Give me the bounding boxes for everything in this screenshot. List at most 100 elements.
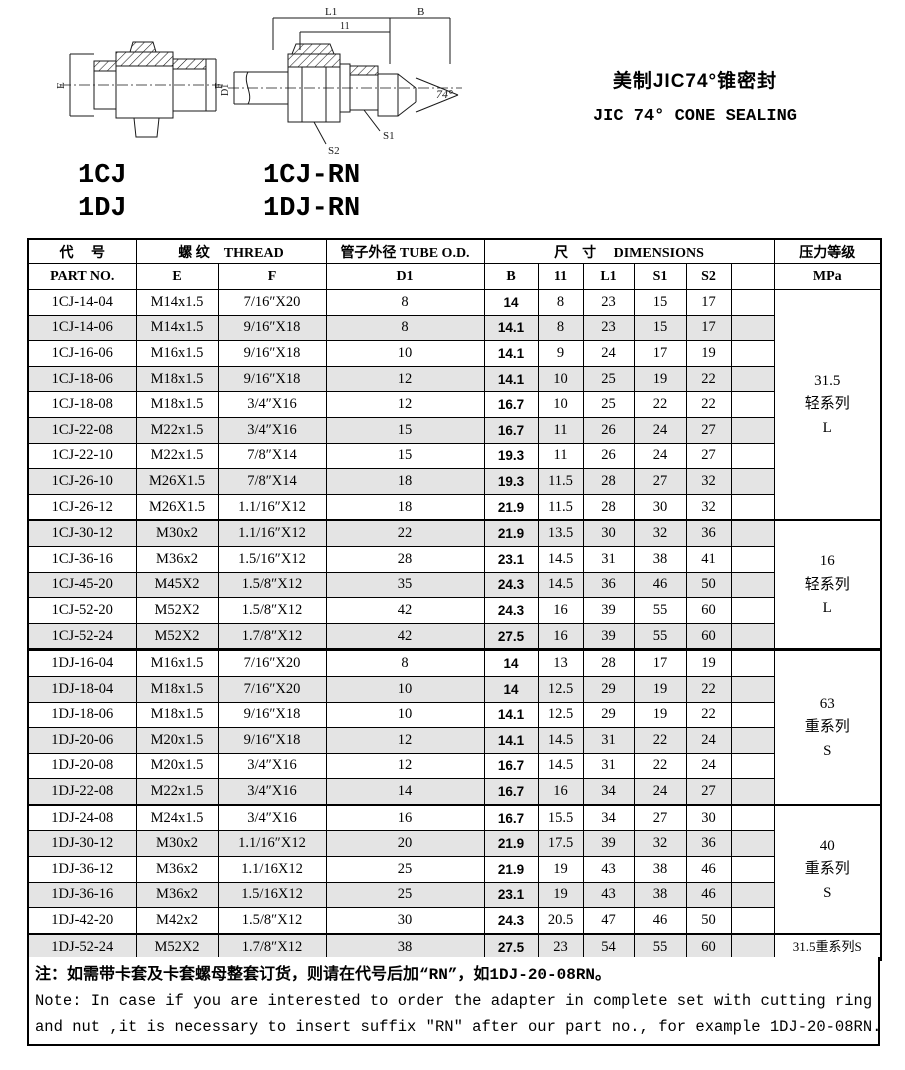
tube-od-cell: 25 [325, 856, 485, 883]
dim-s1-cell: 19 [633, 701, 687, 729]
table-row: 1DJ-16-04 M16x1.5 7/16″X20 8 14 13 28 17 19 63 重系列… [27, 648, 882, 806]
page-titles: 美制JIC74°锥密封 JIC 74° CONE SEALING [545, 66, 845, 126]
part-no-cell: 1DJ-24-08 [27, 803, 137, 832]
model-designations: 1CJ 1CJ-RN 1DJ 1DJ-RN [78, 160, 360, 226]
dim-l1-cell: 28 [582, 648, 635, 677]
dim-label-l1: L1 [325, 6, 337, 18]
spare-cell [730, 519, 775, 547]
dim-s1-cell: 19 [633, 365, 687, 393]
dim-b-cell: 19.3 [483, 442, 539, 470]
dim-l1-small-cell: 19 [537, 856, 584, 883]
tube-od-cell: 42 [325, 597, 485, 624]
tube-od-cell: 12 [325, 391, 485, 418]
dim-b-cell: 16.7 [483, 416, 539, 444]
dim-s2-cell: 60 [685, 622, 732, 651]
dim-b-cell: 24.3 [483, 571, 539, 599]
header-thread: 螺 纹 THREAD [135, 238, 327, 264]
dim-l1-cell: 39 [582, 830, 635, 858]
dim-l1-small-cell: 14.5 [537, 571, 584, 599]
header-empty [730, 263, 775, 290]
dim-b-cell: 16.7 [483, 752, 539, 780]
thread-f-cell: 1.5/8″X12 [217, 907, 327, 935]
dim-l1-small-cell: 20.5 [537, 907, 584, 935]
table-row: 1DJ-36-12 M36x2 1.1/16X12 25 21.9 19 43 38 46 [27, 856, 881, 883]
thread-f-cell: 1.1/16″X12 [217, 830, 327, 858]
dim-s2-cell: 32 [685, 468, 732, 495]
table-row: 1DJ-20-08 M20x1.5 3/4″X16 12 16.7 14.5 31 22 24 [27, 752, 881, 780]
drawing-1cj [60, 41, 224, 138]
spare-cell [730, 803, 775, 832]
dim-label-angle: 74° [436, 87, 453, 101]
header-e: E [135, 263, 219, 290]
part-no-cell: 1CJ-18-08 [27, 391, 137, 418]
part-no-cell: 1DJ-42-20 [27, 907, 137, 935]
pressure-grade-cell: 16 轻系列 L [773, 519, 882, 651]
thread-e-cell: M45X2 [135, 571, 219, 599]
dim-s1-cell: 27 [633, 803, 687, 832]
header-s1: S1 [633, 263, 687, 290]
dim-s2-cell: 19 [685, 648, 732, 677]
dim-s2-cell: 17 [685, 289, 732, 316]
header-dimensions: 尺 寸 DIMENSIONS [483, 238, 775, 264]
thread-e-cell: M22x1.5 [135, 416, 219, 444]
thread-f-cell: 7/16″X20 [217, 289, 327, 316]
technical-drawings: E F [38, 4, 488, 164]
thread-f-cell: 9/16″X18 [217, 314, 327, 342]
spare-cell [730, 727, 775, 754]
part-no-cell: 1CJ-36-16 [27, 545, 137, 573]
dim-l1-cell: 28 [582, 468, 635, 495]
table-row: 1DJ-22-08 M22x1.5 3/4″X16 14 16.7 16 34 24 27 [27, 778, 881, 806]
table-row: 1CJ-26-12 M26X1.5 1.1/16″X12 18 21.9 11.5 28 30… [27, 493, 881, 521]
spare-cell [730, 830, 775, 858]
tube-od-cell: 18 [325, 493, 485, 521]
dim-s2-cell: 46 [685, 881, 732, 909]
dim-b-cell: 14.1 [483, 340, 539, 367]
dim-label-f: F [213, 83, 225, 89]
dim-b-cell: 21.9 [483, 856, 539, 883]
dim-s2-cell: 22 [685, 365, 732, 393]
note-en-line1: Note: In case if you are interested to o… [35, 992, 873, 1010]
thread-e-cell: M36x2 [135, 881, 219, 909]
part-no-cell: 1DJ-20-08 [27, 752, 137, 780]
notes-box: 注：如需带卡套及卡套螺母整套订货，则请在代号后加“RN”，如1DJ-20-08R… [27, 957, 881, 1046]
dim-b-cell: 24.3 [483, 597, 539, 624]
fittings-drawing: E F [55, 6, 462, 157]
dim-s2-cell: 27 [685, 442, 732, 470]
header-f: F [217, 263, 327, 290]
spare-cell [730, 881, 775, 909]
dim-l1-cell: 36 [582, 571, 635, 599]
dim-s1-cell: 22 [633, 752, 687, 780]
dim-b-cell: 24.3 [483, 907, 539, 935]
model-1dj-rn: 1DJ-RN [263, 194, 361, 224]
header-pressure-grade: 压力等级 [773, 238, 882, 264]
page-title-en: JIC 74° CONE SEALING [592, 107, 798, 126]
part-no-cell: 1DJ-36-12 [27, 856, 137, 883]
dim-label-e: E [55, 82, 67, 89]
tube-od-cell: 15 [325, 442, 485, 470]
dim-l1-small-cell: 11 [537, 442, 584, 470]
dim-l1-cell: 25 [582, 365, 635, 393]
dim-l1-small-cell: 15.5 [537, 803, 584, 832]
model-1cj-rn: 1CJ-RN [263, 161, 361, 191]
header-l1-small: 11 [537, 263, 584, 290]
table-row: 1CJ-26-10 M26X1.5 7/8″X14 18 19.3 11.5 28 27 32 [27, 468, 881, 495]
dim-b-cell: 14.1 [483, 365, 539, 393]
thread-f-cell: 9/16″X18 [217, 340, 327, 367]
tube-od-cell: 38 [325, 932, 485, 961]
dim-b-cell: 16.7 [483, 803, 539, 832]
tube-od-cell: 14 [325, 778, 485, 806]
table-row: 1CJ-22-08 M22x1.5 3/4″X16 15 16.7 11 26 24 27 [27, 416, 881, 444]
thread-f-cell: 1.5/8″X12 [217, 597, 327, 624]
spare-cell [730, 648, 775, 677]
pressure-grade-cell: 31.5重系列S [773, 932, 882, 961]
dim-s2-cell: 17 [685, 314, 732, 342]
dim-l1-small-cell: 16 [537, 778, 584, 806]
dim-b-cell: 14.1 [483, 701, 539, 729]
spare-cell [730, 778, 775, 806]
thread-f-cell: 1.5/8″X12 [217, 571, 327, 599]
dim-s2-cell: 19 [685, 340, 732, 367]
dim-l1-small-cell: 17.5 [537, 830, 584, 858]
dim-label-s2: S2 [328, 145, 340, 157]
header-tube-od: 管子外径 TUBE O.D. [325, 238, 485, 264]
thread-f-cell: 1.5/16X12 [217, 881, 327, 909]
